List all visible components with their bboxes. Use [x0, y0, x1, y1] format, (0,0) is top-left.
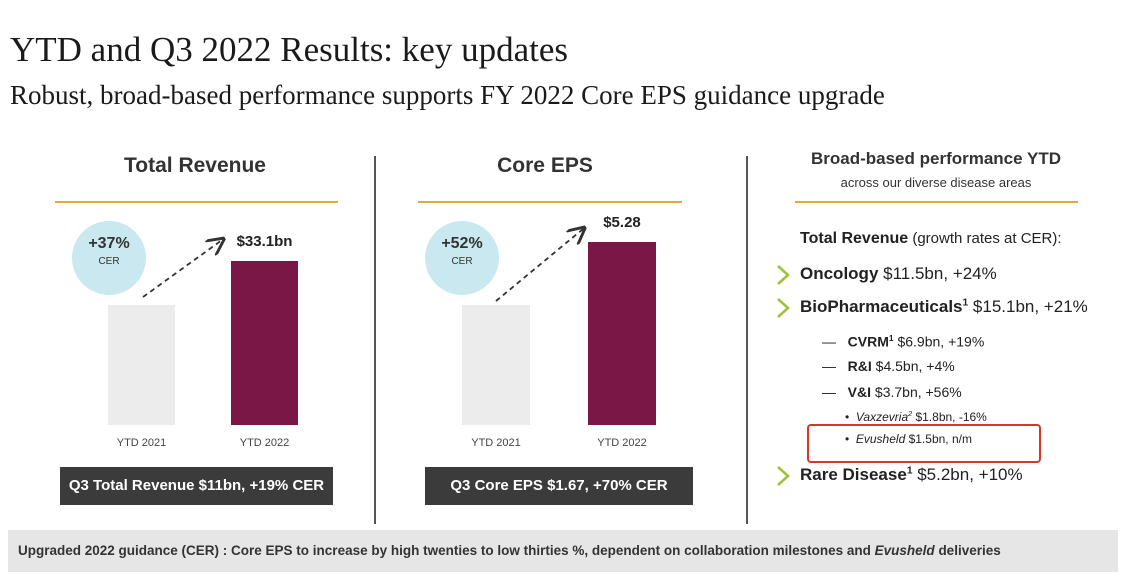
revenue-growth-basis: CER — [98, 256, 120, 267]
revenue-q3-summary: Q3 Total Revenue $11bn, +19% CER — [60, 467, 333, 505]
eps-panel-title: Core EPS — [497, 154, 593, 177]
oncology-name: Oncology — [800, 264, 879, 283]
right-panel-subtitle: across our diverse disease areas — [840, 175, 1032, 190]
right-panel-rule — [795, 201, 1078, 203]
eps-growth-pct: +52% — [441, 235, 483, 252]
eps-q3-summary: Q3 Core EPS $1.67, +70% CER — [425, 467, 693, 505]
ri-name: R&I — [847, 358, 872, 374]
oncology-detail: $11.5bn, +24% — [878, 264, 997, 283]
revenue-growth-pct: +37% — [88, 235, 130, 252]
eps-x-label-2021: YTD 2021 — [471, 437, 521, 449]
ri-dash: — — [822, 358, 836, 374]
evusheld-detail: $1.5bn, n/m — [905, 432, 972, 446]
revenue-x-label-2021: YTD 2021 — [116, 437, 167, 449]
vaxzevria-footnote: 2 — [908, 409, 913, 418]
eps-bar-ytd-2022 — [588, 242, 656, 425]
chevron-right-icon — [777, 298, 790, 318]
vi-detail: $3.7bn, +56% — [871, 384, 962, 400]
divider-left — [374, 156, 376, 524]
ri-line: — R&I $4.5bn, +4% — [822, 358, 955, 374]
eps-growth-basis: CER — [451, 256, 473, 267]
biopharma-detail: $15.1bn, +21% — [968, 297, 1088, 316]
chevron-right-icon — [777, 265, 790, 285]
chevron-right-icon — [777, 466, 790, 486]
right-panel-title: Broad-based performance YTD — [810, 149, 1062, 168]
revenue-bar-value-label: $33.1bn — [236, 233, 293, 250]
footer-italic: Evusheld — [874, 543, 935, 558]
evusheld-name: Evusheld — [855, 432, 906, 446]
cvrm-detail: $6.9bn, +19% — [893, 333, 985, 350]
guidance-footer: Upgraded 2022 guidance (CER) : Core EPS … — [8, 530, 1118, 572]
cvrm-name: CVRM — [847, 333, 889, 350]
revenue-growth-circle: +37% CER — [72, 221, 146, 295]
vi-dash: — — [822, 384, 836, 400]
revenue-bar-ytd-2021 — [108, 305, 175, 425]
total-revenue-label: Total Revenue — [800, 230, 909, 247]
revenue-panel-rule — [55, 201, 338, 203]
evusheld-bullet: • — [845, 432, 850, 446]
total-revenue-note: (growth rates at CER): — [908, 230, 1062, 247]
revenue-panel-title: Total Revenue — [124, 154, 266, 177]
cvrm-dash: — — [822, 333, 836, 350]
eps-bar-ytd-2021 — [462, 304, 530, 425]
oncology-line: Oncology $11.5bn, +24% — [800, 264, 997, 284]
rare-disease-name: Rare Disease — [800, 465, 907, 484]
footer-tail: deliveries — [934, 543, 1001, 558]
rare-disease-footnote: 1 — [906, 465, 913, 477]
footer-text: Upgraded 2022 guidance (CER) : Core EPS … — [18, 543, 875, 558]
vaxzevria-name: Vaxzevria — [855, 410, 909, 424]
revenue-trend-arrow — [142, 0, 375, 298]
evusheld-highlight-box — [807, 424, 1041, 463]
eps-x-label-2022: YTD 2022 — [597, 437, 647, 449]
page-title: YTD and Q3 2022 Results: key updates — [10, 30, 568, 69]
eps-trend-arrow — [495, 0, 745, 302]
vi-name: V&I — [847, 384, 872, 400]
vaxzevria-detail: $1.8bn, -16% — [912, 410, 987, 424]
revenue-x-label-2022: YTD 2022 — [239, 437, 290, 449]
cvrm-line: — CVRM1 $6.9bn, +19% — [822, 333, 984, 350]
vaxzevria-line: • Vaxzevria2 $1.8bn, -16% — [845, 409, 987, 424]
eps-panel-rule — [418, 201, 682, 203]
rare-disease-detail: $5.2bn, +10% — [912, 465, 1023, 484]
evusheld-line: • Evusheld $1.5bn, n/m — [845, 432, 972, 446]
revenue-bar-ytd-2022 — [231, 261, 298, 425]
vaxzevria-bullet: • — [845, 410, 850, 424]
total-revenue-heading: Total Revenue (growth rates at CER): — [800, 230, 1062, 248]
biopharma-line: BioPharmaceuticals1 $15.1bn, +21% — [800, 297, 1088, 317]
rare-disease-line: Rare Disease1 $5.2bn, +10% — [800, 465, 1023, 485]
page-subtitle: Robust, broad-based performance supports… — [10, 80, 885, 110]
divider-right — [746, 156, 748, 524]
biopharma-footnote: 1 — [962, 297, 969, 309]
biopharma-name: BioPharmaceuticals — [800, 297, 963, 316]
ri-detail: $4.5bn, +4% — [871, 358, 955, 374]
eps-growth-circle: +52% CER — [425, 221, 499, 295]
vi-line: — V&I $3.7bn, +56% — [822, 384, 962, 400]
eps-bar-value-label: $5.28 — [603, 214, 641, 231]
cvrm-footnote: 1 — [888, 333, 894, 343]
